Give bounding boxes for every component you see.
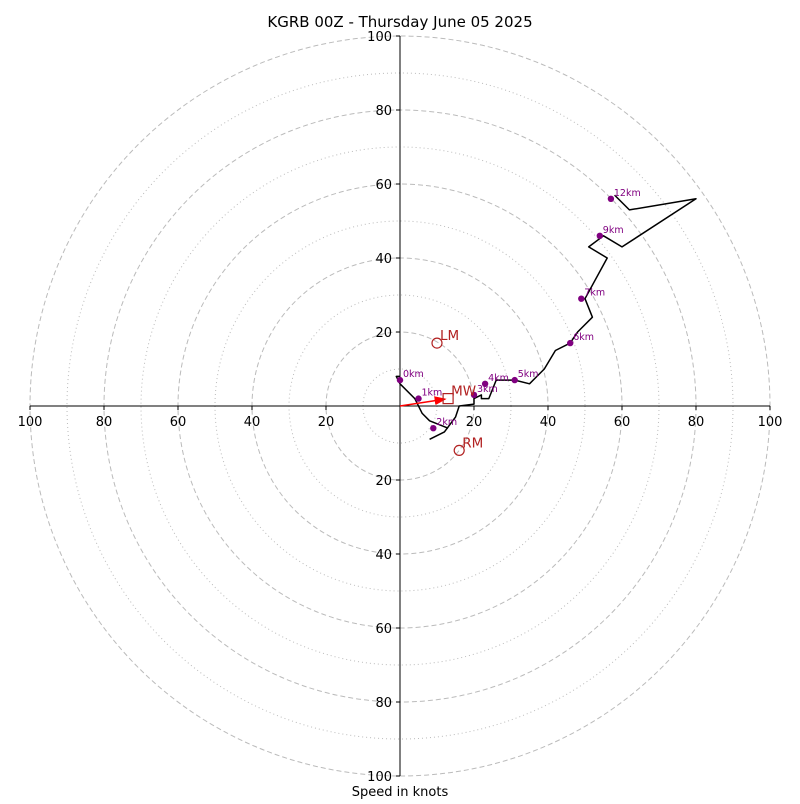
- x-tick-label: 40: [244, 415, 261, 430]
- height-marker-point: [607, 195, 615, 202]
- height-marker-point: [567, 339, 574, 347]
- x-tick-label: 40: [540, 415, 557, 430]
- hodograph-line-lower: [395, 375, 449, 429]
- height-marker-point: [470, 391, 478, 399]
- shear-vector-arrow: [399, 396, 447, 407]
- y-tick-label: 60: [375, 622, 392, 637]
- height-marker-point: [430, 425, 437, 432]
- x-tick-label: 100: [758, 415, 783, 430]
- height-marker-label: 0km: [403, 369, 424, 380]
- height-marker-label: 7km: [584, 288, 605, 299]
- axis-layer: 100 80 60 40 20 20 40 60 80 100 100 80 60 40 20 20 40 60 8…: [18, 30, 783, 785]
- height-marker-label: 5km: [518, 369, 539, 380]
- height-marker-label: 4km: [488, 373, 509, 384]
- height-marker-label: 9km: [603, 225, 624, 236]
- y-tick-label: 20: [375, 474, 392, 489]
- storm-motion-marker: [453, 444, 465, 456]
- height-marker-label: 1km: [422, 388, 443, 399]
- x-tick-label: 80: [96, 415, 113, 430]
- height-marker-point: [578, 295, 585, 302]
- hodograph-line: [429, 194, 697, 440]
- height-marker-point: [396, 376, 404, 384]
- height-marker-label: 2km: [436, 417, 457, 428]
- x-axis-label: Speed in knots: [352, 785, 449, 800]
- height-marker-label: 3km: [477, 384, 498, 395]
- height-marker-point: [481, 380, 489, 387]
- storm-motion-label: RM: [462, 435, 483, 451]
- height-marker-point: [415, 395, 422, 402]
- storm-motion-label: LM: [440, 328, 459, 344]
- x-tick-label: 20: [466, 415, 483, 430]
- height-marker-point: [596, 232, 603, 239]
- x-tick-label: 80: [688, 415, 705, 430]
- x-tick-label: 20: [318, 415, 335, 430]
- storm-motion-marker: [431, 337, 443, 349]
- height-marker-label: 12km: [614, 188, 641, 199]
- y-tick-label: 100: [367, 770, 392, 785]
- height-marker-label: 6km: [573, 332, 594, 343]
- y-tick-label: 40: [375, 252, 392, 267]
- height-marker-point: [511, 376, 518, 384]
- y-tick-label: 60: [375, 178, 392, 193]
- storm-motion-marker: [442, 393, 454, 405]
- x-tick-label: 60: [170, 415, 187, 430]
- y-tick-label: 40: [375, 548, 392, 563]
- y-tick-label: 100: [367, 30, 392, 45]
- x-tick-label: 100: [18, 415, 43, 430]
- chart-title: KGRB 00Z - Thursday June 05 2025: [267, 13, 532, 31]
- y-tick-label: 80: [375, 696, 392, 711]
- x-tick-label: 60: [614, 415, 631, 430]
- y-tick-label: 20: [375, 326, 392, 341]
- storm-motion-label: MW: [451, 384, 476, 400]
- y-tick-label: 80: [375, 104, 392, 119]
